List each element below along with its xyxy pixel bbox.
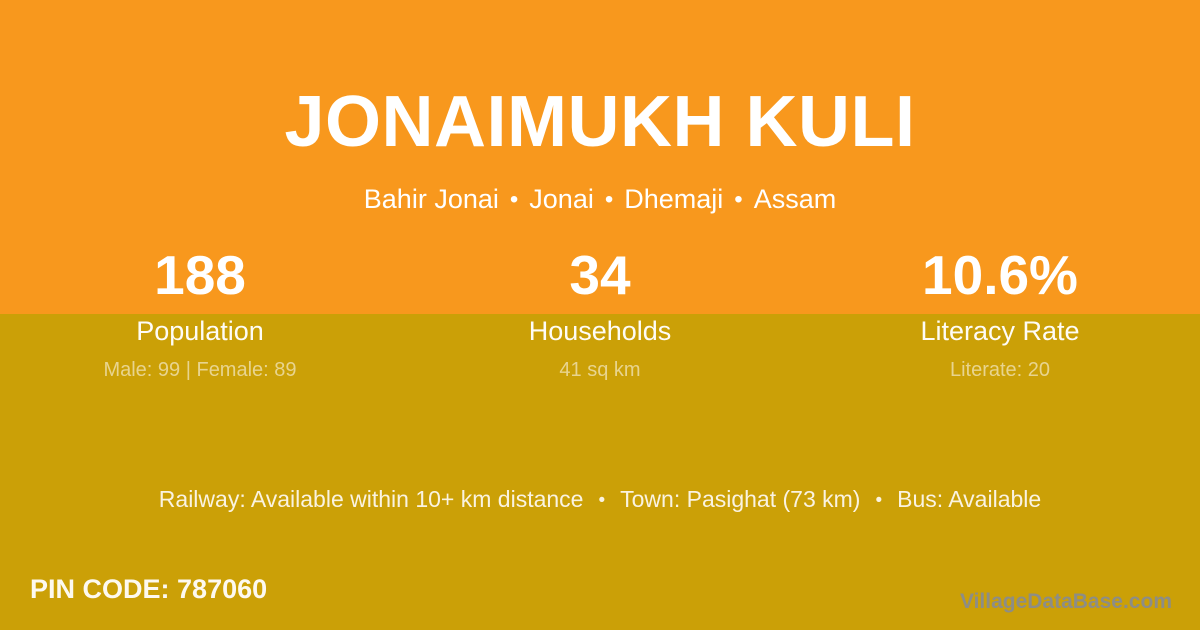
nearest-town-info: Town: Pasighat (73 km) — [620, 486, 861, 512]
households-value: 34 — [569, 244, 631, 306]
population-gender-split: Male: 99 | Female: 89 — [103, 359, 297, 381]
breadcrumb-separator: • — [604, 186, 614, 213]
gold-body-band — [0, 314, 1200, 630]
population-label: Population — [136, 316, 264, 346]
railway-info: Railway: Available within 10+ km distanc… — [158, 486, 584, 512]
breadcrumb-subdistrict-name: Jonai — [529, 184, 594, 214]
bus-info: Bus: Available — [897, 486, 1042, 512]
pin-code-value: 787060 — [177, 574, 268, 604]
households-label: Households — [528, 316, 672, 346]
stat-literacy: 10.6% Literacy Rate Literate: 20 — [800, 244, 1200, 382]
breadcrumb-district-name: Dhemaji — [624, 184, 724, 214]
breadcrumb-separator: • — [509, 186, 519, 213]
literacy-rate-value: 10.6% — [922, 244, 1078, 306]
breadcrumb-separator: • — [734, 186, 743, 213]
transport-info-line: Railway: Available within 10+ km distanc… — [0, 486, 1200, 513]
breadcrumb-block-name: Bahir Jonai — [363, 184, 499, 214]
pin-code: PIN CODE: 787060 — [30, 574, 267, 605]
breadcrumb-state-name: Assam — [753, 184, 837, 214]
stat-population: 188 Population Male: 99 | Female: 89 — [0, 244, 400, 382]
orange-header-band — [0, 0, 1200, 314]
stats-row: 188 Population Male: 99 | Female: 89 34 … — [0, 244, 1200, 382]
watermark-site-name: VillageDataBase.com — [959, 590, 1172, 613]
pin-code-label: PIN CODE: — [30, 574, 170, 604]
location-breadcrumb: Bahir Jonai • Jonai • Dhemaji • Assam — [0, 184, 1200, 215]
population-value: 188 — [154, 244, 246, 306]
literate-count: Literate: 20 — [949, 359, 1051, 381]
transport-separator: • — [598, 490, 606, 511]
literacy-rate-label: Literacy Rate — [920, 316, 1080, 346]
stat-households: 34 Households 41 sq km — [400, 244, 800, 382]
transport-separator: • — [875, 490, 883, 511]
village-name-title: JONAIMUKH KULI — [284, 82, 916, 162]
area-sq-km: 41 sq km — [559, 359, 641, 381]
